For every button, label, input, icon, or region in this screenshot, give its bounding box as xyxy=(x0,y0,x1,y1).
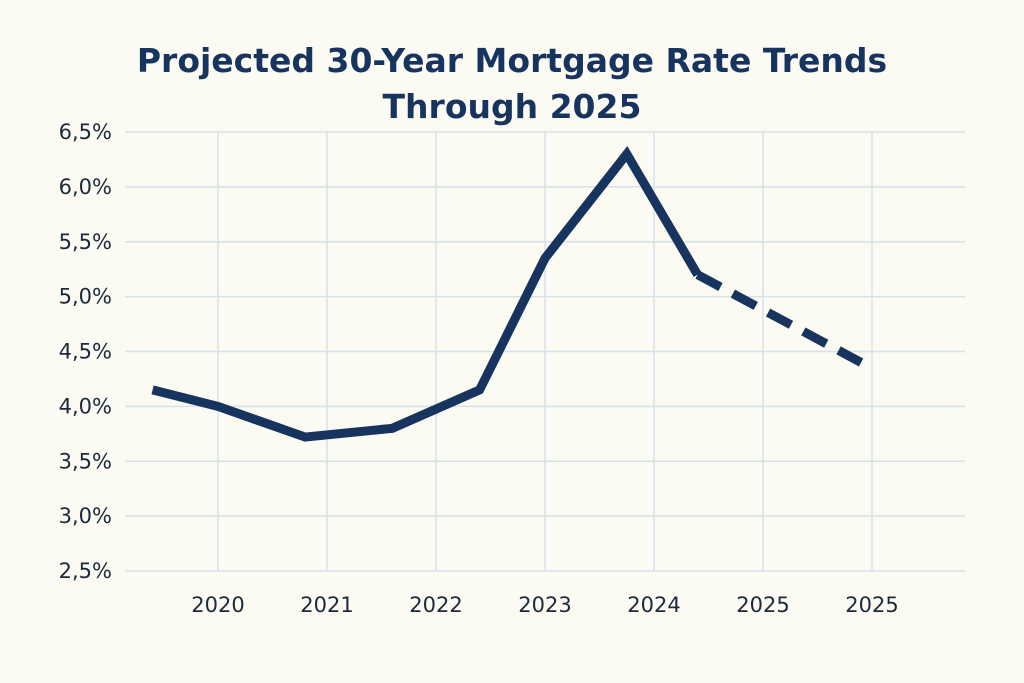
x-tick-label: 2025 xyxy=(736,593,789,617)
x-tick-label: 2023 xyxy=(518,593,571,617)
y-tick-label: 6,5% xyxy=(59,120,112,144)
x-tick-label: 2025 xyxy=(845,593,898,617)
y-tick-label: 3,5% xyxy=(59,449,112,473)
x-tick-label: 2024 xyxy=(627,593,680,617)
grid-lines xyxy=(125,131,965,572)
historical-rate-line xyxy=(151,146,702,442)
y-tick-label: 5,0% xyxy=(59,285,112,309)
y-tick-label: 4,0% xyxy=(59,394,112,418)
y-axis: 6,5% 6,0% 5,5% 5,0% 4,5% 4,0% 3,5% 3,0% 2,5% xyxy=(59,120,112,583)
x-tick-label: 2022 xyxy=(409,593,462,617)
x-axis: 2020 2021 2022 2023 2024 2025 2025 xyxy=(191,593,898,617)
y-tick-label: 3,0% xyxy=(59,504,112,528)
x-tick-label: 2020 xyxy=(191,593,244,617)
y-tick-label: 5,5% xyxy=(59,230,112,254)
x-tick-label: 2021 xyxy=(300,593,353,617)
projected-rate-line xyxy=(695,270,864,367)
y-tick-label: 2,5% xyxy=(59,559,112,583)
series-lines xyxy=(151,146,864,442)
chart-title: Projected 30-Year Mortgage Rate Trends T… xyxy=(136,41,888,126)
y-tick-label: 4,5% xyxy=(59,340,112,364)
y-tick-label: 6,0% xyxy=(59,175,112,199)
